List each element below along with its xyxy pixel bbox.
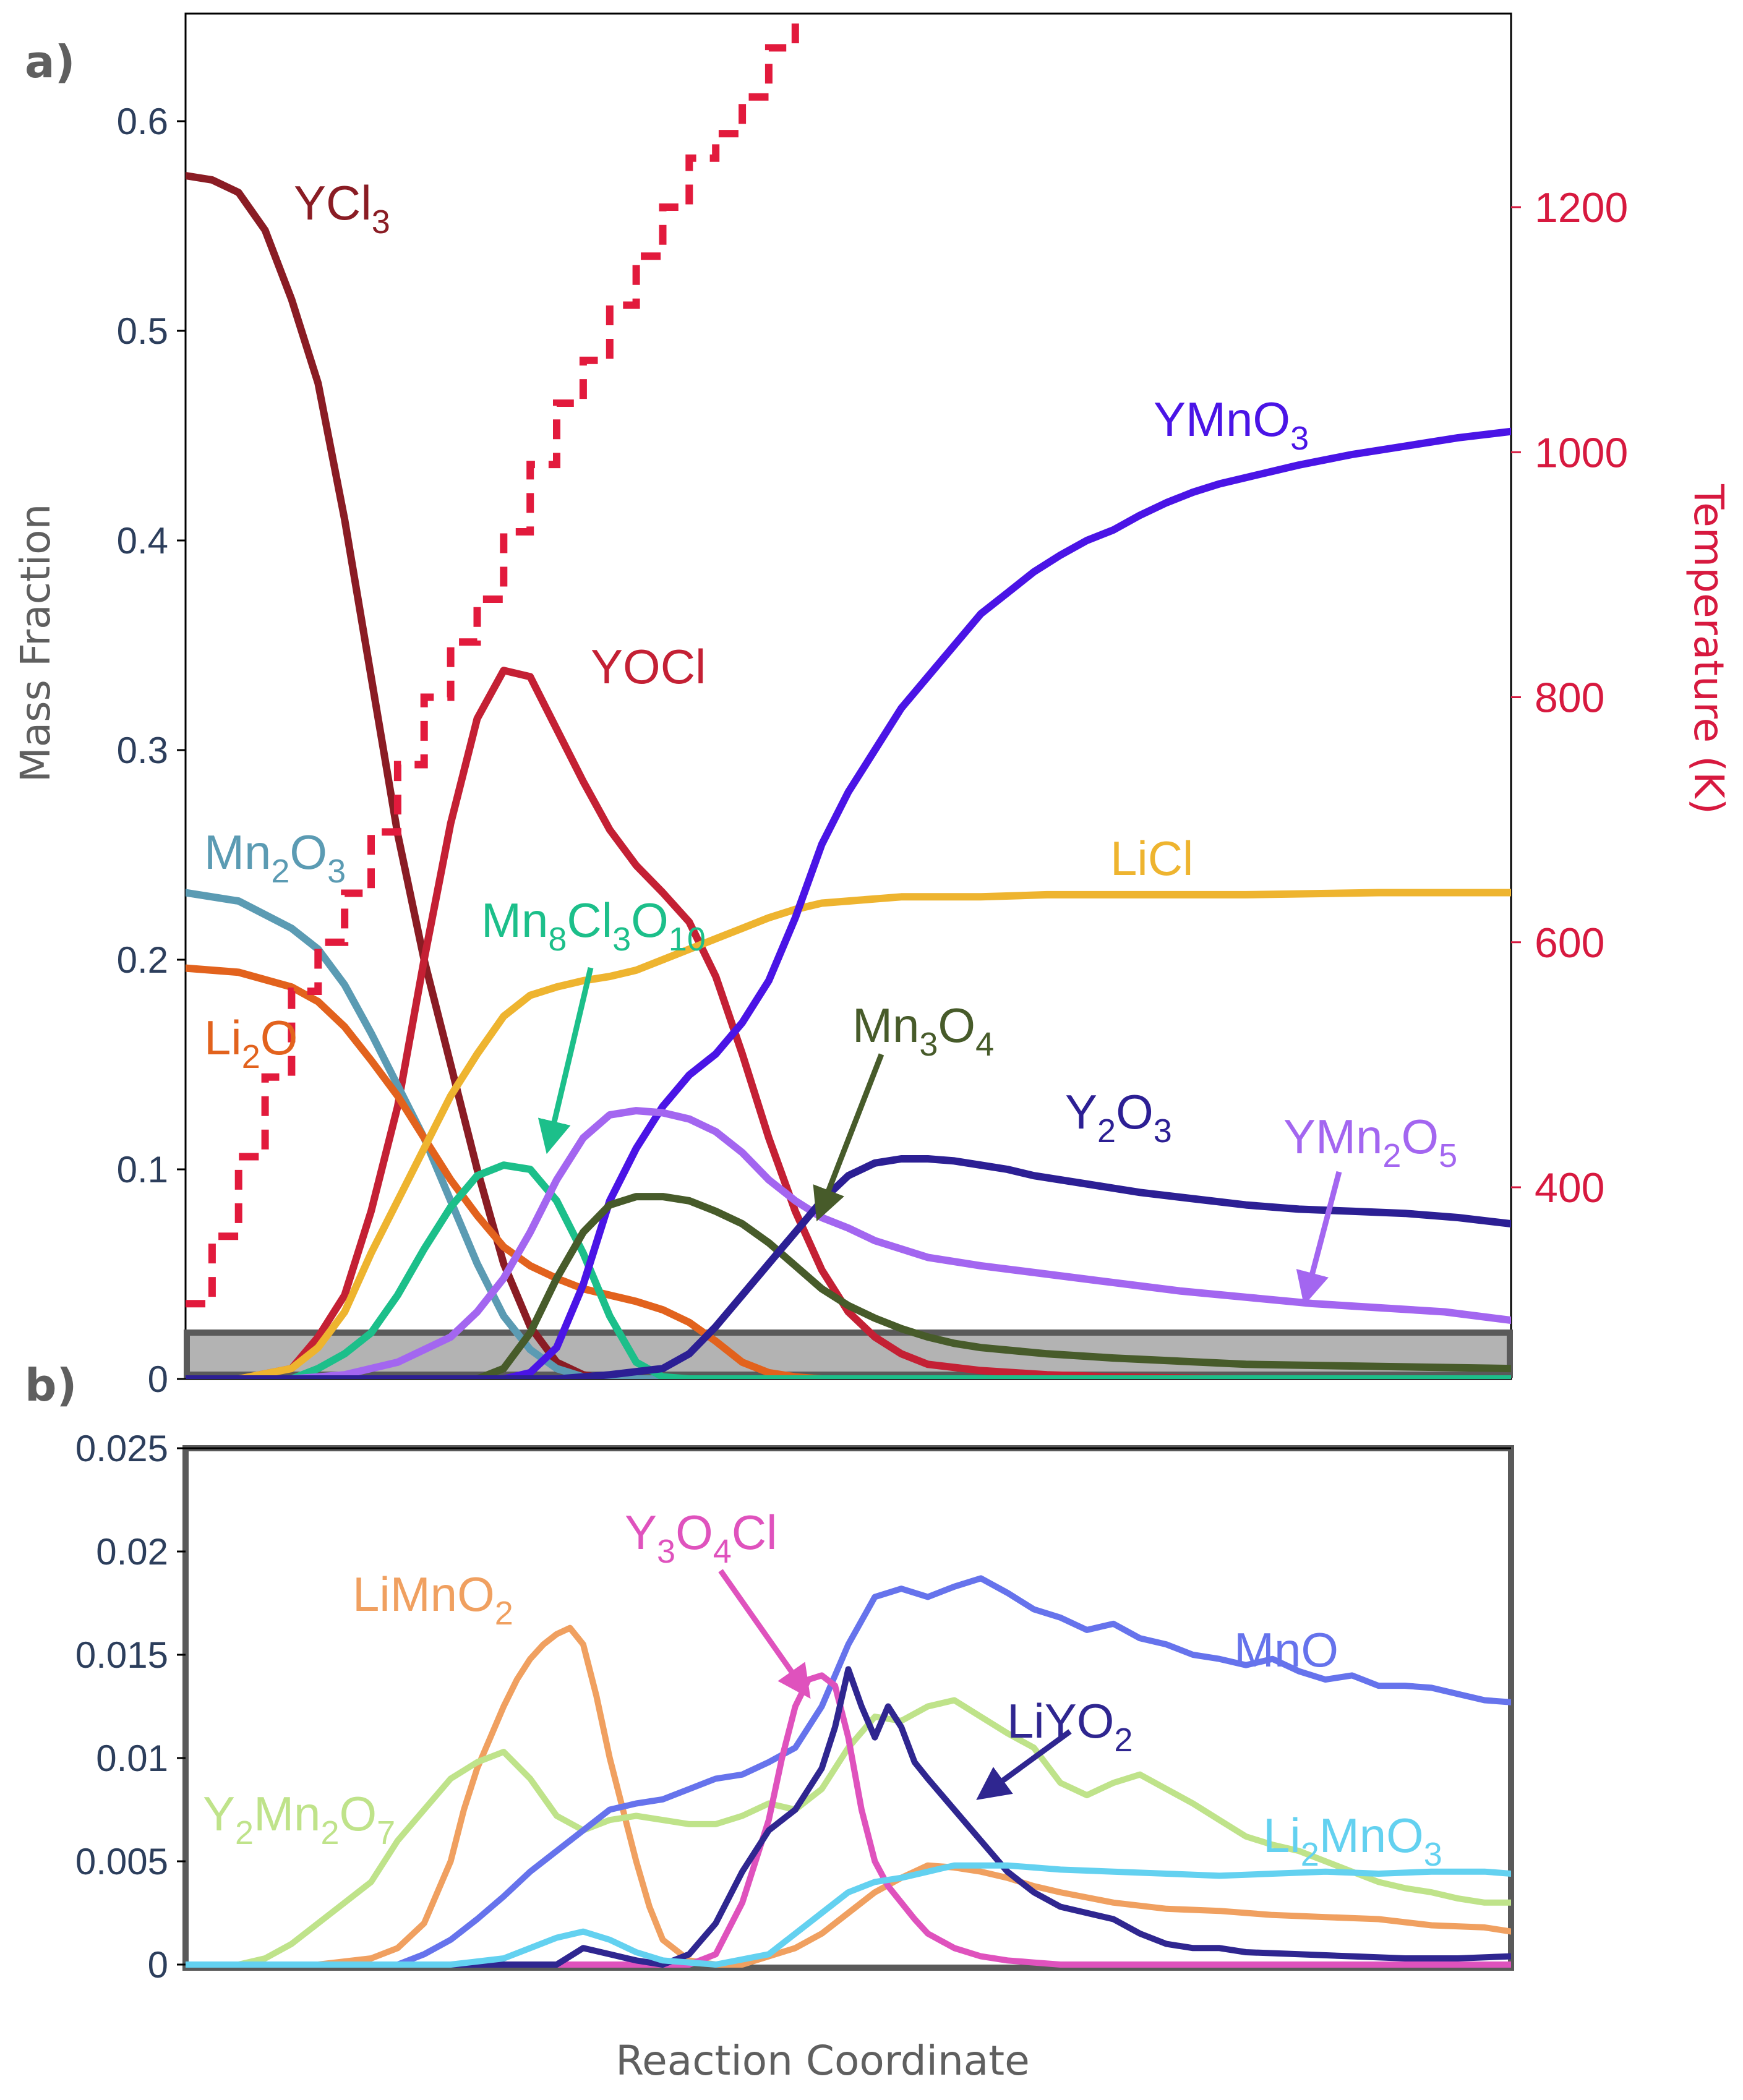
arrow-Mn8Cl3O10: [537, 967, 594, 1155]
label-Li2MnO3: Li2MnO3: [1263, 1808, 1442, 1873]
panel-a-series: [186, 14, 1511, 1379]
label-YMnO3: YMnO3: [1154, 392, 1309, 457]
series-YMn2O5: [186, 1107, 1511, 1379]
arrow-Y3O4Cl: [718, 1569, 811, 1699]
arrow-Mn3O4: [813, 1053, 884, 1222]
ytick-label: 0.025: [75, 1428, 168, 1469]
series-LiCl: [186, 889, 1511, 1379]
panel-a-tag: a): [25, 36, 75, 88]
ytick-label: 0.015: [75, 1634, 168, 1676]
label-YMn2O5: YMn2O5: [1283, 1109, 1457, 1174]
label-Y2O3: Y2O3: [1065, 1085, 1172, 1150]
label-LiYO2: LiYO2: [1007, 1694, 1133, 1759]
series-Y2Mn2O7: [186, 1697, 1511, 1968]
annotation-arrows: [537, 967, 1342, 1800]
series-YCl3: [186, 172, 1511, 1379]
series-Mn8Cl3O10: [186, 1161, 1511, 1379]
ytick-right-label: 400: [1535, 1164, 1604, 1211]
label-YCl3: YCl3: [294, 176, 390, 241]
series-YOCl: [186, 667, 1511, 1379]
y-axis-title-left: Mass Fraction: [12, 504, 59, 783]
label-LiMnO2: LiMnO2: [353, 1567, 513, 1632]
label-Y2Mn2O7: Y2Mn2O7: [203, 1786, 395, 1851]
ytick-label: 0.02: [96, 1531, 168, 1573]
ytick-label: 0.1: [117, 1149, 168, 1190]
ytick-label: 0.005: [75, 1841, 168, 1882]
y-axis-title-right: Temperature (K): [1685, 484, 1732, 814]
panel-b-tag: b): [25, 1359, 77, 1411]
label-Li2O: Li2O: [204, 1010, 298, 1075]
label-Y3O4Cl: Y3O4Cl: [625, 1505, 777, 1570]
ytick-label: 0.6: [117, 101, 168, 142]
label-Mn8Cl3O10: Mn8Cl3O10: [481, 893, 706, 958]
series-YMnO3: [186, 427, 1511, 1379]
series-Mn3O4: [186, 1193, 1511, 1379]
series-LiYO2: [186, 1666, 1511, 1968]
arrow-YMn2O5: [1296, 1171, 1342, 1306]
series-Y2O3: [186, 1155, 1511, 1379]
label-MnO: MnO: [1234, 1623, 1338, 1677]
ytick-label: 0: [148, 1359, 168, 1400]
panel-a-left-axis: 0 0.1 0.2 0.3 0.4 0.5 0.6: [117, 101, 186, 1400]
ytick-right-label: 1000: [1535, 429, 1628, 476]
label-Mn2O3: Mn2O3: [204, 825, 346, 890]
series-Li2MnO3: [186, 1862, 1511, 1968]
x-axis-title: Reaction Coordinate: [615, 2037, 1029, 2085]
series-MnO: [186, 1575, 1511, 1968]
panel-b-left-axis: 0 0.005 0.01 0.015 0.02 0.025: [75, 1428, 186, 1986]
ytick-right-label: 800: [1535, 675, 1604, 722]
ytick-label: 0.5: [117, 310, 168, 352]
label-Mn3O4: Mn3O4: [852, 998, 994, 1063]
ytick-label: 0: [148, 1944, 168, 1986]
arrow-LiYO2: [976, 1729, 1072, 1800]
panel-a-right-axis: 400 600 800 1000 1200: [1511, 184, 1628, 1211]
ytick-label: 0.3: [117, 730, 168, 771]
panel-b-series: [186, 1575, 1511, 1968]
ytick-right-label: 600: [1535, 920, 1604, 967]
ytick-label: 0.01: [96, 1738, 168, 1779]
ytick-label: 0.2: [117, 939, 168, 981]
label-YOCl: YOCl: [591, 639, 706, 694]
ytick-label: 0.4: [117, 520, 168, 561]
series-temperature: [186, 14, 799, 1308]
ytick-right-label: 1200: [1535, 184, 1628, 231]
label-LiCl: LiCl: [1110, 831, 1193, 886]
